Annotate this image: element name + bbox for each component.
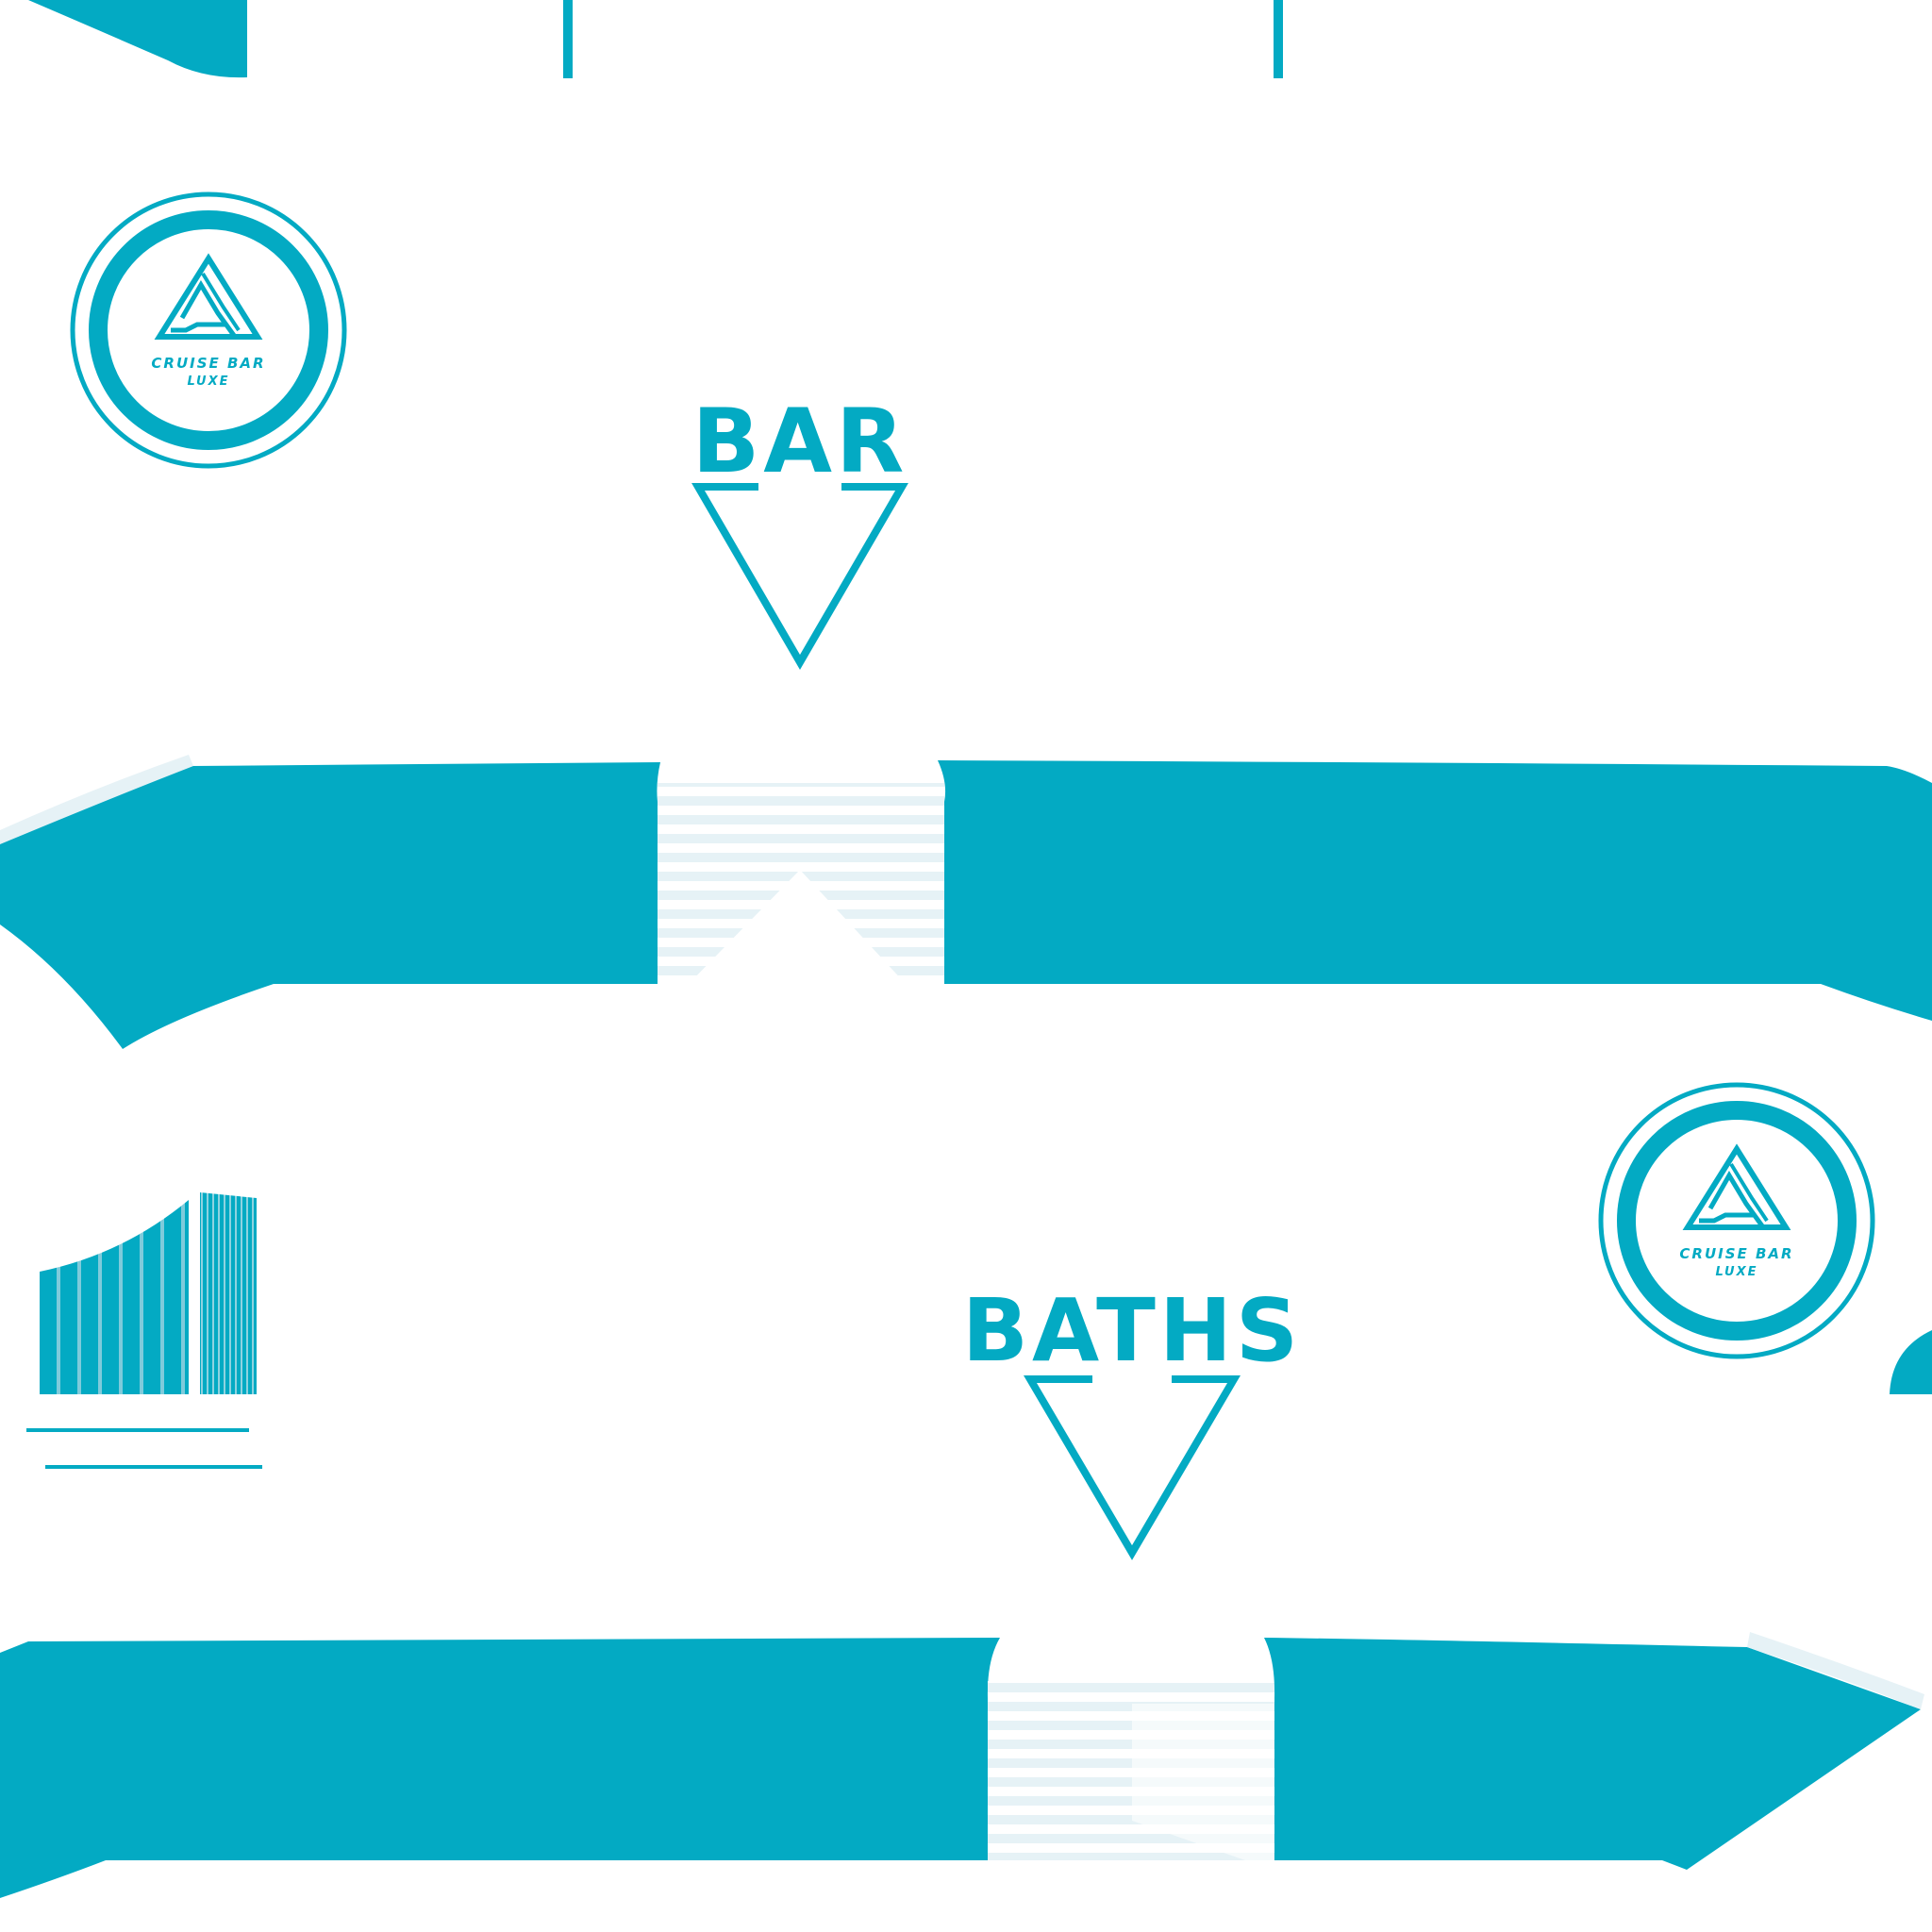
logo-text-line2: LUXE: [187, 375, 229, 389]
baths-sign: BATHS: [962, 1280, 1302, 1560]
band-left-piece: [0, 762, 660, 1049]
bar-sign: BAR: [691, 391, 908, 670]
logo-text-line2: LUXE: [1715, 1265, 1757, 1279]
sign-label-bar: BAR: [692, 391, 908, 493]
logo-badge-top-left: CRUISE BAR LUXE: [70, 192, 347, 469]
sign-label-baths: BATHS: [962, 1280, 1302, 1381]
band-right-piece: [938, 760, 1932, 1021]
band-right-shadow-2: [1747, 1632, 1924, 1709]
barcode-bars-fine: [200, 1192, 257, 1394]
barcode-rule-3: [102, 1465, 262, 1469]
top-marker-line-right: [1274, 0, 1283, 78]
barcode-bars: [40, 1200, 189, 1394]
band-gap-chevron-2: [1132, 1704, 1274, 1860]
band-row-1: [0, 755, 1932, 1049]
logo-badge-right: CRUISE BAR LUXE: [1598, 1082, 1875, 1359]
logo-text-line1: CRUISE BAR: [1679, 1245, 1793, 1262]
top-marker-line-left: [563, 0, 573, 78]
right-edge-arc: [1890, 1330, 1932, 1394]
band-right-piece-2: [1264, 1638, 1921, 1870]
band-left-piece-2: [0, 1638, 1000, 1898]
triangle-logo-icon: [1682, 1143, 1791, 1230]
barcode-rule-1: [26, 1428, 249, 1432]
down-arrow-triangle-icon: [1024, 1372, 1241, 1560]
band-left-shadow: [0, 755, 193, 844]
down-arrow-triangle-icon: [691, 479, 908, 670]
barcode-graphic: [26, 1192, 262, 1469]
top-left-wedge: [28, 0, 247, 78]
barcode-rule-2: [45, 1465, 102, 1469]
band-row-2: [0, 1632, 1924, 1898]
logo-text-line1: CRUISE BAR: [151, 355, 265, 372]
triangle-logo-icon: [154, 253, 263, 340]
top-edge-fragments: [28, 0, 1283, 78]
band-gap-chevron: [689, 870, 906, 984]
